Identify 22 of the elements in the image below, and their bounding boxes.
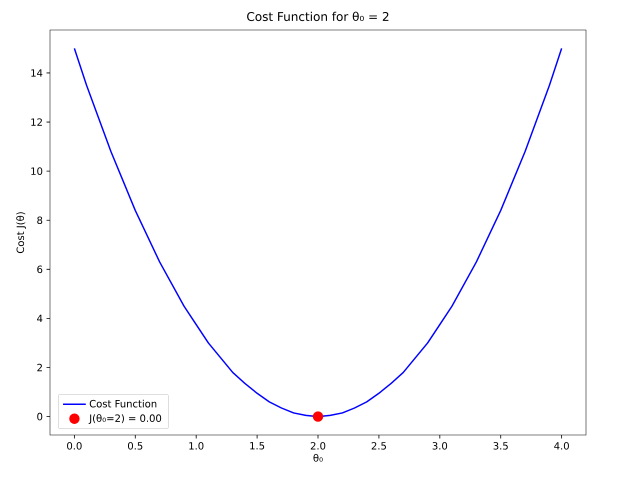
x-tick-label: 0.0 (67, 442, 82, 450)
y-tick-label: 12 (31, 118, 42, 126)
x-tick-label: 2.0 (310, 442, 326, 450)
y-tick-label: 2 (37, 364, 42, 372)
y-axis-title: Cost J(θ) (16, 212, 26, 254)
x-axis-title: θ₀ (313, 454, 323, 462)
y-tick-label: 14 (31, 69, 42, 77)
y-tick-label: 6 (37, 266, 42, 274)
x-tick-label: 3.5 (494, 442, 508, 450)
x-tick-label: 1.0 (189, 442, 204, 450)
x-tick-label: 0.5 (128, 442, 142, 450)
y-tick-label: 8 (37, 216, 42, 224)
legend-label: Cost Function (90, 400, 156, 408)
chart-title: Cost Function for θ₀ = 2 (247, 12, 388, 22)
y-tick-label: 4 (37, 314, 42, 322)
x-tick-label: 3.0 (432, 442, 448, 450)
y-tick-label: 0 (37, 412, 42, 420)
x-tick-label: 4.0 (554, 442, 569, 450)
x-tick-label: 1.5 (250, 442, 264, 450)
y-tick-label: 10 (31, 167, 42, 175)
x-tick-label: 2.5 (372, 442, 386, 450)
legend-label: J(θ₀=2) = 0.00 (88, 414, 162, 424)
